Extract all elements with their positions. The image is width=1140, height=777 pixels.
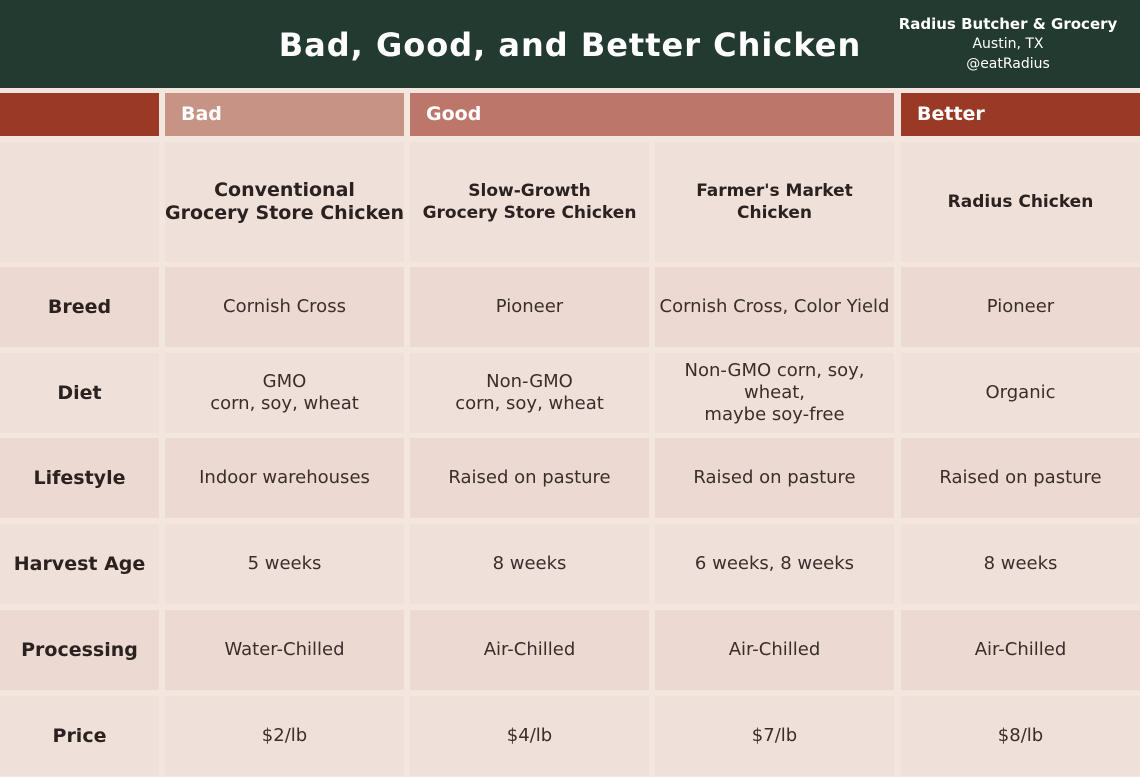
cell-text: Raised on pasture xyxy=(693,467,856,488)
cell-text: maybe soy-free xyxy=(704,404,845,425)
table-cell: $4/lb xyxy=(410,696,649,776)
cell-text: 6 weeks, 8 weeks xyxy=(694,553,855,574)
cell-text: Cornish Cross xyxy=(223,296,346,317)
table-cell: Water-Chilled xyxy=(165,610,404,690)
cell-text: $8/lb xyxy=(997,725,1044,746)
table-cell: Air-Chilled xyxy=(410,610,649,690)
table-cell: GMO corn, soy, wheat xyxy=(165,353,404,433)
row-label: Diet xyxy=(0,353,159,433)
cell-text: Slow-Growth xyxy=(468,181,591,201)
tier-band-better: Better xyxy=(901,93,1140,136)
cell-text: Non-GMO corn, soy, wheat, xyxy=(684,360,865,403)
table-cell: Cornish Cross, Color Yield xyxy=(655,267,894,347)
cell-text: Air-Chilled xyxy=(974,639,1067,660)
cell-text: Farmer's Market xyxy=(696,181,853,201)
cell-text: Radius Chicken xyxy=(947,192,1094,212)
row-label: Lifestyle xyxy=(0,438,159,518)
cell-text: Indoor warehouses xyxy=(199,467,370,488)
cell-text: 5 weeks xyxy=(247,553,322,574)
brand-location: Austin, TX xyxy=(972,36,1044,52)
table-cell: Non-GMO corn, soy, wheat, maybe soy-free xyxy=(655,353,894,433)
table-cell: Raised on pasture xyxy=(655,438,894,518)
table-cell: Raised on pasture xyxy=(410,438,649,518)
table-cell: Organic xyxy=(901,353,1140,433)
table-cell: $8/lb xyxy=(901,696,1140,776)
table-cell: Indoor warehouses xyxy=(165,438,404,518)
cell-text: GMO xyxy=(262,371,307,392)
table-cell: $2/lb xyxy=(165,696,404,776)
tier-band-empty xyxy=(0,93,159,136)
table-cell: Air-Chilled xyxy=(655,610,894,690)
cell-text: corn, soy, wheat xyxy=(210,393,359,414)
cell-text: 8 weeks xyxy=(492,553,567,574)
brand-name: Radius Butcher & Grocery xyxy=(898,15,1118,33)
row-label: Processing xyxy=(0,610,159,690)
table-cell: Air-Chilled xyxy=(901,610,1140,690)
table-cell: Raised on pasture xyxy=(901,438,1140,518)
table-cell: Pioneer xyxy=(901,267,1140,347)
cell-text: Raised on pasture xyxy=(939,467,1102,488)
tier-band-bad: Bad xyxy=(165,93,404,136)
column-header: Slow-Growth Grocery Store Chicken xyxy=(410,142,649,262)
cell-text: Pioneer xyxy=(495,296,564,317)
brand-handle: @eatRadius xyxy=(966,56,1050,72)
table-cell: 8 weeks xyxy=(901,524,1140,604)
column-header: Farmer's Market Chicken xyxy=(655,142,894,262)
column-header: Radius Chicken xyxy=(901,142,1140,262)
cell-text: Grocery Store Chicken xyxy=(422,203,637,223)
cell-text: Air-Chilled xyxy=(483,639,576,660)
header-banner: Bad, Good, and Better Chicken Radius But… xyxy=(0,0,1140,88)
table-cell: $7/lb xyxy=(655,696,894,776)
cell-text: Pioneer xyxy=(986,296,1055,317)
cell-text: $7/lb xyxy=(751,725,798,746)
cell-text: Water-Chilled xyxy=(224,639,345,660)
tier-band-good: Good xyxy=(410,93,894,136)
cell-text: $4/lb xyxy=(506,725,553,746)
row-label: Harvest Age xyxy=(0,524,159,604)
table-cell: Non-GMO corn, soy, wheat xyxy=(410,353,649,433)
corner-cell xyxy=(0,142,159,262)
cell-text: Organic xyxy=(985,382,1056,403)
row-label: Breed xyxy=(0,267,159,347)
cell-text: corn, soy, wheat xyxy=(455,393,604,414)
page-title: Bad, Good, and Better Chicken xyxy=(278,26,862,64)
cell-text: Cornish Cross, Color Yield xyxy=(659,296,890,317)
cell-text: Non-GMO xyxy=(486,371,573,392)
table-cell: Pioneer xyxy=(410,267,649,347)
cell-text: $2/lb xyxy=(261,725,308,746)
cell-text: Chicken xyxy=(737,203,812,223)
cell-text: Conventional xyxy=(214,179,355,201)
table-cell: 8 weeks xyxy=(410,524,649,604)
brand-block: Radius Butcher & Grocery Austin, TX @eat… xyxy=(898,14,1118,74)
cell-text: Air-Chilled xyxy=(728,639,821,660)
table-cell: 5 weeks xyxy=(165,524,404,604)
table-cell: Cornish Cross xyxy=(165,267,404,347)
column-header: Conventional Grocery Store Chicken xyxy=(165,142,404,262)
row-label: Price xyxy=(0,696,159,776)
table-cell: 6 weeks, 8 weeks xyxy=(655,524,894,604)
cell-text: Raised on pasture xyxy=(448,467,611,488)
cell-text: Grocery Store Chicken xyxy=(165,202,405,224)
cell-text: 8 weeks xyxy=(983,553,1058,574)
